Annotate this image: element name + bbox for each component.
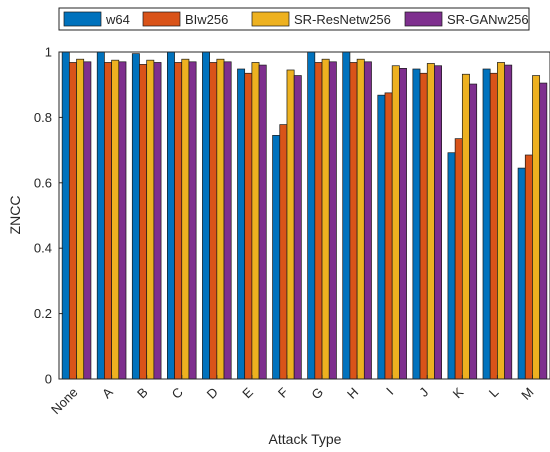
y-tick-label: 0: [45, 372, 52, 387]
y-tick-label: 0.4: [34, 241, 52, 256]
bar-SR-GANw256-D: [223, 61, 232, 380]
legend-swatch-SR-ResNetw256: [251, 11, 290, 27]
bar-SR-GANw256-L: [504, 64, 513, 380]
bar-w64-E: [237, 68, 246, 380]
x-tick-label: K: [450, 384, 467, 401]
x-tick-label: F: [275, 384, 291, 400]
bar-SR-ResNetw256-E: [251, 62, 260, 380]
bar-SR-ResNetw256-F: [286, 69, 295, 380]
bar-SR-GANw256-C: [188, 61, 197, 380]
bar-BIw256-M: [524, 154, 533, 380]
bar-SR-ResNetw256-None: [76, 58, 85, 380]
plot-frame: [58, 51, 550, 380]
bar-BIw256-C: [174, 62, 183, 380]
x-tick-label: E: [239, 384, 256, 401]
x-tick-label: M: [518, 385, 536, 403]
bar-BIw256-B: [139, 64, 148, 380]
bar-BIw256-D: [209, 62, 218, 380]
bar-w64-C: [167, 51, 175, 380]
bar-SR-GANw256-None: [83, 61, 92, 380]
bar-SR-ResNetw256-C: [181, 58, 190, 380]
bar-w64-J: [412, 68, 421, 380]
x-tick-label: C: [169, 385, 186, 402]
x-tick-label: J: [416, 385, 431, 400]
x-tick-label: A: [99, 384, 116, 401]
bar-w64-A: [96, 51, 105, 380]
x-tick-label: D: [204, 385, 221, 402]
bar-BIw256-L: [489, 72, 498, 380]
y-tick-label: 0.8: [34, 110, 52, 125]
bar-w64-I: [377, 94, 386, 380]
bar-w64-G: [307, 51, 316, 380]
bar-SR-GANw256-K: [469, 83, 478, 380]
bar-BIw256-F: [279, 124, 288, 380]
bar-SR-GANw256-A: [118, 61, 127, 380]
x-tick-label: I: [383, 385, 396, 398]
bar-w64-K: [447, 152, 456, 380]
bar-SR-GANw256-E: [258, 64, 267, 380]
bar-SR-ResNetw256-A: [111, 59, 120, 380]
bar-SR-ResNetw256-L: [497, 62, 505, 380]
bar-BIw256-E: [244, 72, 253, 380]
y-axis-title: ZNCC: [7, 196, 23, 235]
legend-swatch-w64: [63, 11, 102, 27]
bar-SR-GANw256-B: [153, 62, 162, 380]
y-tick-label: 0.6: [34, 175, 52, 190]
bar-SR-ResNetw256-M: [532, 75, 541, 380]
bar-SR-ResNetw256-H: [356, 58, 365, 380]
bar-BIw256-G: [314, 62, 323, 380]
bar-BIw256-I: [384, 92, 393, 380]
bar-w64-D: [202, 51, 210, 380]
bar-SR-GANw256-F: [293, 75, 302, 380]
bar-SR-GANw256-G: [328, 61, 337, 380]
bar-SR-ResNetw256-J: [426, 63, 435, 380]
bar-w64-None: [61, 51, 70, 380]
bar-SR-ResNetw256-I: [391, 65, 400, 380]
bar-SR-GANw256-I: [399, 67, 407, 380]
bar-SR-GANw256-J: [434, 65, 443, 380]
bar-w64-L: [482, 68, 491, 380]
bar-w64-M: [517, 167, 526, 380]
x-tick-label: None: [48, 385, 81, 418]
x-tick-label: H: [344, 385, 361, 402]
x-axis-title: Attack Type: [269, 431, 342, 447]
bar-SR-GANw256-M: [539, 82, 548, 380]
bar-BIw256-None: [68, 62, 77, 380]
x-axis: None A B C D E F G H I J K L M: [48, 375, 537, 417]
y-tick-label: 1: [45, 45, 52, 60]
x-tick-label: G: [308, 385, 326, 403]
legend-swatch-BIw256: [142, 11, 181, 27]
bar-BIw256-J: [419, 72, 428, 380]
plot-area: [61, 51, 548, 380]
legend: w64 BIw256 SR-ResNetw256 SR-GANw256: [63, 11, 529, 27]
bar-w64-F: [272, 135, 281, 380]
bar-SR-ResNetw256-B: [146, 59, 155, 380]
legend-label-SR-ResNetw256: SR-ResNetw256: [294, 12, 391, 27]
bar-SR-GANw256-H: [363, 61, 372, 380]
legend-swatch-SR-GANw256: [404, 11, 443, 27]
bar-BIw256-H: [349, 62, 358, 380]
bar-w64-B: [131, 53, 140, 380]
y-axis: 0 0.2 0.4 0.6 0.8 1: [34, 45, 63, 387]
x-tick-label: L: [486, 385, 502, 401]
bar-SR-ResNetw256-G: [321, 58, 330, 380]
legend-label-w64: w64: [105, 12, 130, 27]
bar-SR-ResNetw256-K: [461, 73, 470, 380]
legend-label-BIw256: BIw256: [185, 12, 228, 27]
bar-BIw256-A: [104, 62, 112, 380]
y-tick-label: 0.2: [34, 306, 52, 321]
bar-SR-ResNetw256-D: [216, 58, 225, 380]
legend-label-SR-GANw256: SR-GANw256: [447, 12, 529, 27]
bar-BIw256-K: [454, 138, 463, 380]
bar-w64-H: [342, 51, 351, 380]
x-tick-label: B: [134, 385, 151, 402]
